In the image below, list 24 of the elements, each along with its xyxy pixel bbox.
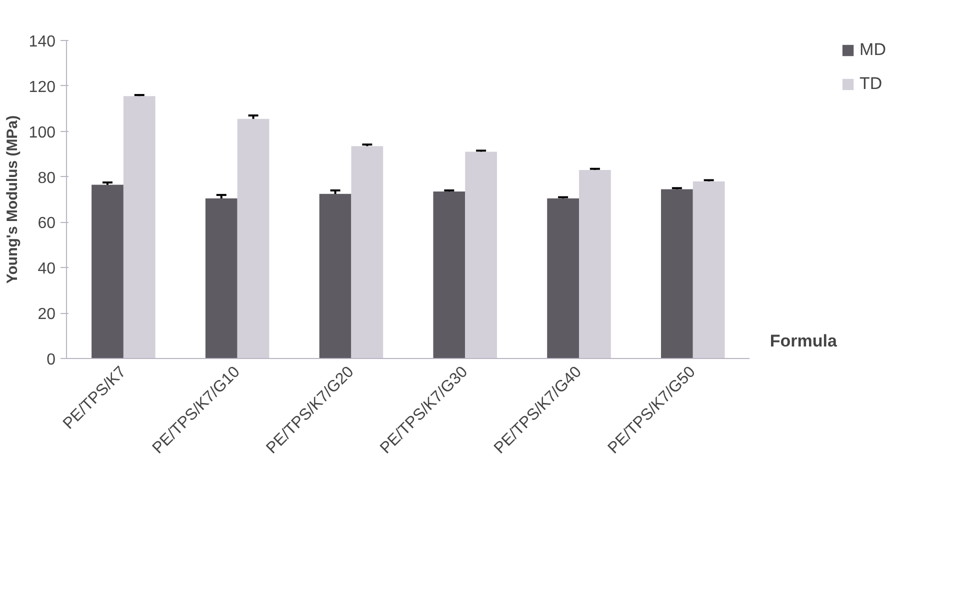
- y-tick-label: 40: [38, 260, 56, 278]
- bar: [237, 118, 270, 358]
- y-tick-label: 60: [38, 215, 56, 232]
- legend-label: TD: [860, 74, 882, 94]
- y-tick-label: 20: [38, 306, 56, 324]
- y-tick-label: 0: [46, 352, 56, 368]
- y-tick-label: 100: [28, 124, 56, 142]
- bar: [465, 152, 497, 358]
- bar: [433, 192, 466, 358]
- legend-label: MD: [860, 40, 886, 60]
- bar: [692, 181, 725, 358]
- bar: [92, 184, 124, 358]
- bar: [205, 198, 238, 358]
- y-tick-label: 80: [38, 170, 56, 187]
- bar: [319, 194, 352, 358]
- bar: [661, 189, 693, 358]
- y-tick-label: 120: [28, 78, 56, 96]
- bar: [351, 146, 384, 358]
- y-tick-label: 140: [28, 34, 56, 50]
- y-axis-title: Young's Modulus (MPa): [4, 115, 21, 284]
- bar: [579, 170, 611, 358]
- x-axis-title: Formula: [770, 332, 838, 350]
- bar: [123, 96, 156, 358]
- bar: [547, 198, 579, 358]
